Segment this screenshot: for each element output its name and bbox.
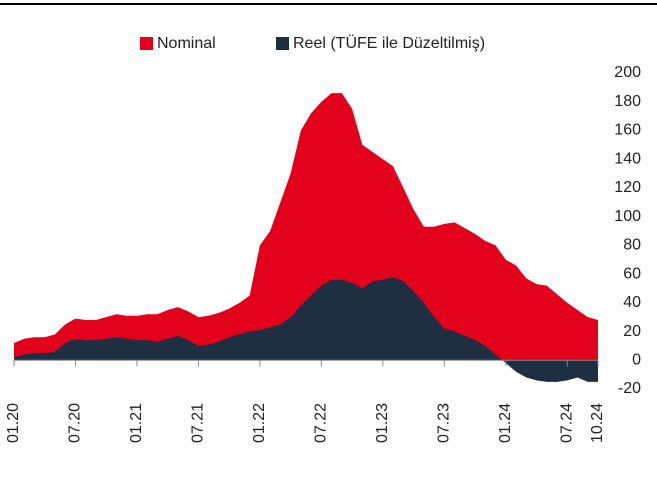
legend-label: Nominal (157, 35, 216, 52)
x-tick-label: 01.23 (374, 403, 391, 443)
x-tick-label: 10.24 (589, 403, 606, 443)
x-tick-label: 07.23 (436, 403, 453, 443)
legend-swatch (276, 37, 289, 50)
y-tick-label: 120 (614, 179, 641, 196)
x-tick-label: 01.20 (5, 403, 22, 443)
x-tick-label: 01.21 (128, 403, 145, 443)
y-tick-label: 0 (632, 351, 641, 368)
area (14, 93, 598, 361)
x-tick-label: 07.20 (67, 403, 84, 443)
y-tick-label: 80 (623, 237, 641, 254)
y-tick-label: -20 (618, 380, 641, 397)
y-tick-label: 200 (614, 64, 641, 81)
x-tick-label: 07.21 (190, 403, 207, 443)
y-tick-label: 180 (614, 93, 641, 110)
legend-label: Reel (TÜFE ile Düzeltilmiş) (293, 34, 485, 52)
legend-swatch (140, 37, 153, 50)
y-tick-label: 160 (614, 122, 641, 139)
x-tick-label: 07.24 (558, 403, 575, 443)
y-tick-label: 40 (623, 294, 641, 311)
y-tick-label: 140 (614, 150, 641, 167)
y-tick-label: 100 (614, 208, 641, 225)
x-tick-label: 07.22 (313, 403, 330, 443)
x-tick-label: 01.22 (251, 403, 268, 443)
y-tick-label: 60 (623, 265, 641, 282)
x-tick-label: 01.24 (497, 403, 514, 443)
area (14, 276, 598, 382)
y-tick-label: 20 (623, 323, 641, 340)
